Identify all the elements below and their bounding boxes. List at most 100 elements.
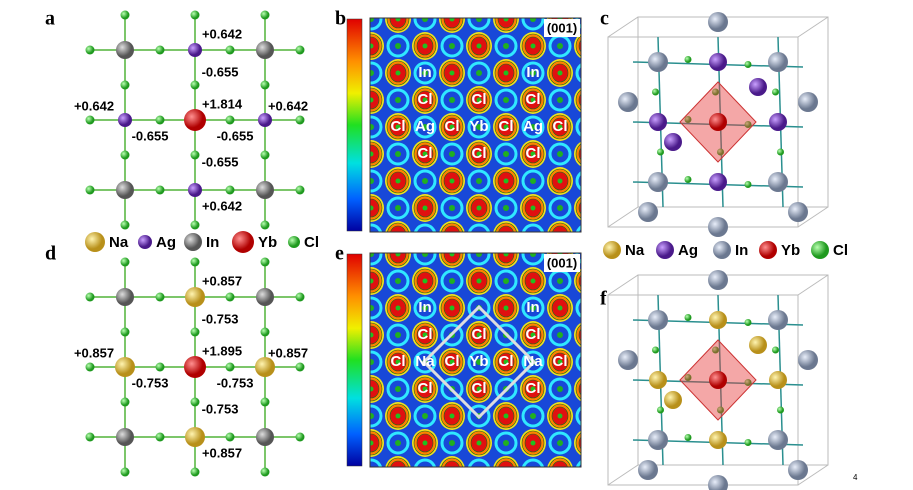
atom <box>649 371 667 389</box>
atom <box>120 397 130 407</box>
density <box>557 124 563 130</box>
atom <box>190 397 200 407</box>
atom <box>759 241 777 259</box>
density <box>449 178 455 184</box>
density <box>386 269 410 293</box>
atom <box>260 257 270 267</box>
density <box>557 97 563 103</box>
density <box>476 467 482 473</box>
atom <box>744 61 752 68</box>
charge-label: +0.857 <box>202 273 242 288</box>
density <box>557 413 563 419</box>
atom <box>260 10 270 20</box>
density <box>530 332 536 338</box>
density <box>575 89 581 111</box>
atom <box>260 80 270 90</box>
density <box>557 178 563 184</box>
density <box>413 223 437 232</box>
charge-label: +0.642 <box>202 198 242 213</box>
density <box>422 278 428 284</box>
octahedron-outline <box>421 304 537 420</box>
density <box>557 305 563 311</box>
atom-label: Cl <box>472 91 487 108</box>
density <box>467 458 491 467</box>
atom <box>225 45 235 55</box>
density <box>422 386 428 392</box>
density <box>370 386 374 392</box>
density <box>575 35 581 57</box>
crystal-3d <box>607 270 829 490</box>
atom <box>256 181 274 199</box>
charge-label: -0.655 <box>202 154 239 169</box>
atom <box>120 150 130 160</box>
density <box>450 233 455 238</box>
density <box>422 151 428 157</box>
atom <box>717 148 724 156</box>
atom <box>798 350 818 370</box>
atom-label: Cl <box>472 326 487 343</box>
density <box>443 253 461 264</box>
density <box>370 169 383 193</box>
density <box>440 142 464 166</box>
atom <box>225 292 235 302</box>
atom <box>717 406 724 414</box>
density <box>449 440 455 446</box>
atom <box>657 148 664 156</box>
density <box>503 440 509 446</box>
density <box>584 251 590 257</box>
density <box>585 206 590 211</box>
atom-label: Cl <box>526 91 541 108</box>
cube-edge <box>607 16 639 38</box>
density <box>370 205 374 211</box>
atom <box>712 88 719 96</box>
charge-label: -0.753 <box>202 311 239 326</box>
plane-label: (001) <box>547 20 577 35</box>
density <box>449 18 455 22</box>
density <box>585 333 590 338</box>
atom <box>85 362 95 372</box>
plane-label: (001) <box>547 255 577 270</box>
density <box>503 253 509 257</box>
density <box>530 440 536 446</box>
density <box>584 70 590 76</box>
density <box>370 278 374 284</box>
charge-label: +0.642 <box>268 98 308 113</box>
charge-label: -0.655 <box>132 128 169 143</box>
density <box>575 63 581 83</box>
density <box>370 36 380 56</box>
charge-label: +0.642 <box>202 26 242 41</box>
density <box>503 359 509 365</box>
density <box>422 232 428 238</box>
density <box>503 305 509 311</box>
density <box>575 270 581 292</box>
atom-label: Cl <box>553 118 568 135</box>
density <box>584 232 590 238</box>
atom <box>116 288 134 306</box>
density <box>585 44 590 49</box>
density <box>395 178 401 184</box>
density <box>557 440 563 446</box>
density <box>548 323 572 347</box>
density <box>450 468 455 473</box>
atom <box>638 202 658 222</box>
density <box>552 225 568 232</box>
density <box>370 350 383 374</box>
atom <box>295 115 305 125</box>
density <box>386 196 410 220</box>
density <box>395 440 401 446</box>
atom <box>258 113 272 127</box>
atom <box>744 121 752 128</box>
atom <box>664 391 682 409</box>
atom <box>138 235 152 249</box>
atom <box>709 371 727 389</box>
charge-label: +0.642 <box>74 98 114 113</box>
atom <box>120 467 130 477</box>
density <box>422 97 428 103</box>
density <box>449 413 455 419</box>
density <box>557 278 563 284</box>
atom-label: Ag <box>523 118 543 135</box>
density <box>494 269 518 293</box>
density <box>530 151 536 157</box>
atom <box>603 241 621 259</box>
atom <box>120 327 130 337</box>
